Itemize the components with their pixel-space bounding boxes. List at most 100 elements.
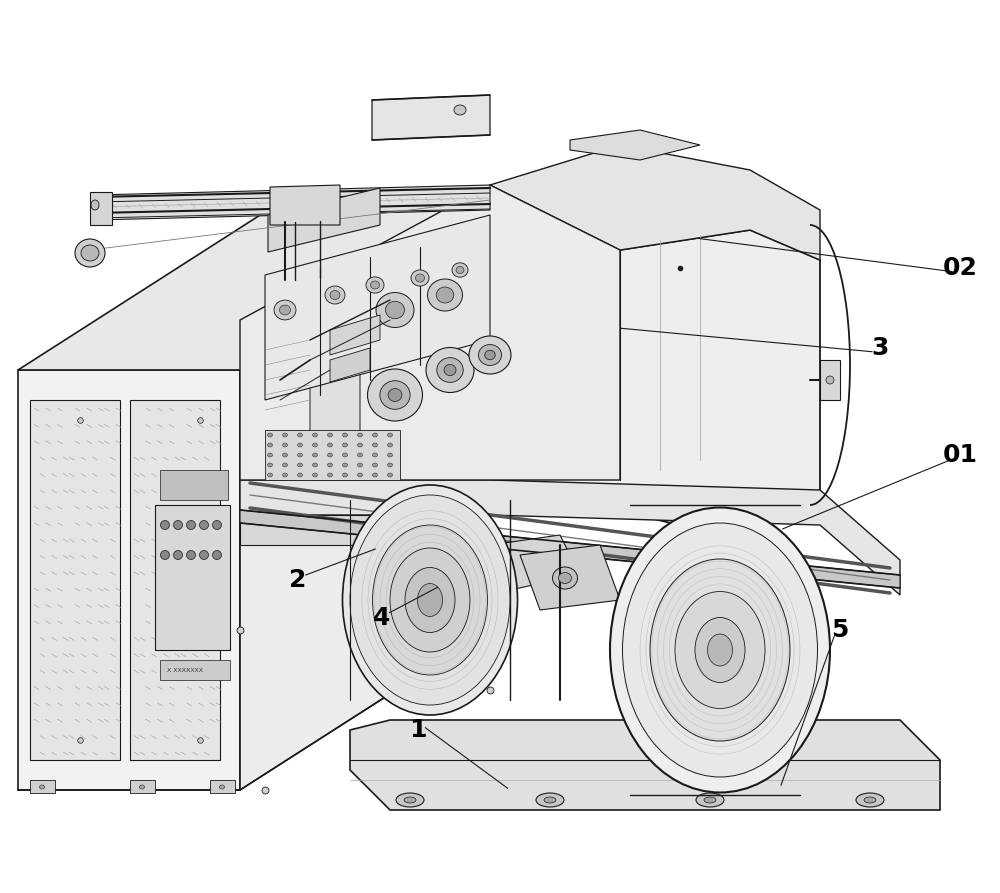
Ellipse shape [372, 453, 378, 457]
Ellipse shape [298, 463, 302, 467]
Polygon shape [18, 370, 240, 790]
Polygon shape [240, 480, 900, 595]
Ellipse shape [328, 453, 332, 457]
Ellipse shape [274, 300, 296, 320]
Ellipse shape [283, 443, 288, 447]
Ellipse shape [622, 523, 818, 777]
Ellipse shape [388, 443, 392, 447]
Ellipse shape [376, 293, 414, 328]
Ellipse shape [864, 797, 876, 803]
Ellipse shape [283, 463, 288, 467]
Polygon shape [265, 430, 400, 480]
Polygon shape [30, 780, 55, 793]
Ellipse shape [358, 443, 362, 447]
Text: 3: 3 [871, 336, 889, 360]
Ellipse shape [437, 357, 463, 382]
Ellipse shape [312, 463, 318, 467]
Polygon shape [490, 145, 820, 260]
Polygon shape [240, 515, 490, 545]
Ellipse shape [386, 301, 404, 319]
Ellipse shape [298, 453, 302, 457]
Ellipse shape [388, 453, 392, 457]
Ellipse shape [342, 463, 348, 467]
Ellipse shape [160, 521, 170, 530]
Ellipse shape [298, 473, 302, 477]
Ellipse shape [174, 521, 182, 530]
Polygon shape [130, 400, 220, 760]
Ellipse shape [75, 239, 105, 267]
Ellipse shape [325, 286, 345, 304]
Ellipse shape [312, 433, 318, 437]
Ellipse shape [650, 559, 790, 741]
Ellipse shape [358, 473, 362, 477]
Ellipse shape [40, 785, 44, 789]
Polygon shape [30, 400, 120, 760]
Ellipse shape [390, 548, 470, 652]
Polygon shape [330, 348, 370, 382]
Text: 2: 2 [289, 568, 307, 592]
Ellipse shape [454, 105, 466, 115]
Ellipse shape [675, 591, 765, 708]
Ellipse shape [312, 453, 318, 457]
Ellipse shape [200, 521, 208, 530]
Ellipse shape [478, 345, 502, 365]
Ellipse shape [558, 572, 572, 583]
Ellipse shape [280, 305, 290, 315]
Ellipse shape [140, 785, 144, 789]
Polygon shape [130, 780, 155, 793]
Ellipse shape [312, 473, 318, 477]
Polygon shape [18, 210, 490, 370]
Ellipse shape [298, 443, 302, 447]
Ellipse shape [328, 463, 332, 467]
Ellipse shape [388, 463, 392, 467]
Ellipse shape [350, 495, 510, 705]
Ellipse shape [186, 550, 196, 560]
Polygon shape [490, 185, 820, 530]
Ellipse shape [342, 473, 348, 477]
Polygon shape [490, 535, 580, 590]
Polygon shape [820, 360, 840, 400]
Ellipse shape [200, 550, 208, 560]
Ellipse shape [388, 388, 402, 402]
Ellipse shape [536, 793, 564, 807]
Ellipse shape [298, 433, 302, 437]
Ellipse shape [220, 785, 224, 789]
Ellipse shape [469, 336, 511, 374]
Polygon shape [95, 185, 490, 220]
Ellipse shape [372, 443, 378, 447]
Ellipse shape [358, 463, 362, 467]
Polygon shape [160, 660, 230, 680]
Polygon shape [270, 185, 340, 225]
Ellipse shape [358, 433, 362, 437]
Ellipse shape [174, 550, 182, 560]
Ellipse shape [708, 634, 732, 666]
Ellipse shape [404, 797, 416, 803]
Ellipse shape [426, 347, 474, 393]
Ellipse shape [826, 376, 834, 384]
Ellipse shape [91, 200, 99, 210]
Ellipse shape [372, 525, 488, 675]
Ellipse shape [544, 797, 556, 803]
Ellipse shape [696, 793, 724, 807]
Ellipse shape [212, 550, 222, 560]
Polygon shape [330, 315, 380, 355]
Ellipse shape [411, 270, 429, 286]
Ellipse shape [552, 567, 578, 589]
Ellipse shape [212, 521, 222, 530]
Text: 5: 5 [831, 618, 849, 642]
Ellipse shape [725, 605, 795, 695]
Ellipse shape [312, 443, 318, 447]
Polygon shape [310, 308, 360, 480]
Ellipse shape [485, 350, 495, 360]
Ellipse shape [342, 485, 518, 715]
Ellipse shape [856, 793, 884, 807]
Ellipse shape [370, 281, 380, 289]
Ellipse shape [160, 550, 170, 560]
Ellipse shape [328, 443, 332, 447]
Polygon shape [372, 95, 490, 140]
Ellipse shape [328, 433, 332, 437]
Polygon shape [350, 720, 940, 810]
Ellipse shape [452, 263, 468, 277]
Ellipse shape [186, 521, 196, 530]
Ellipse shape [428, 279, 462, 311]
